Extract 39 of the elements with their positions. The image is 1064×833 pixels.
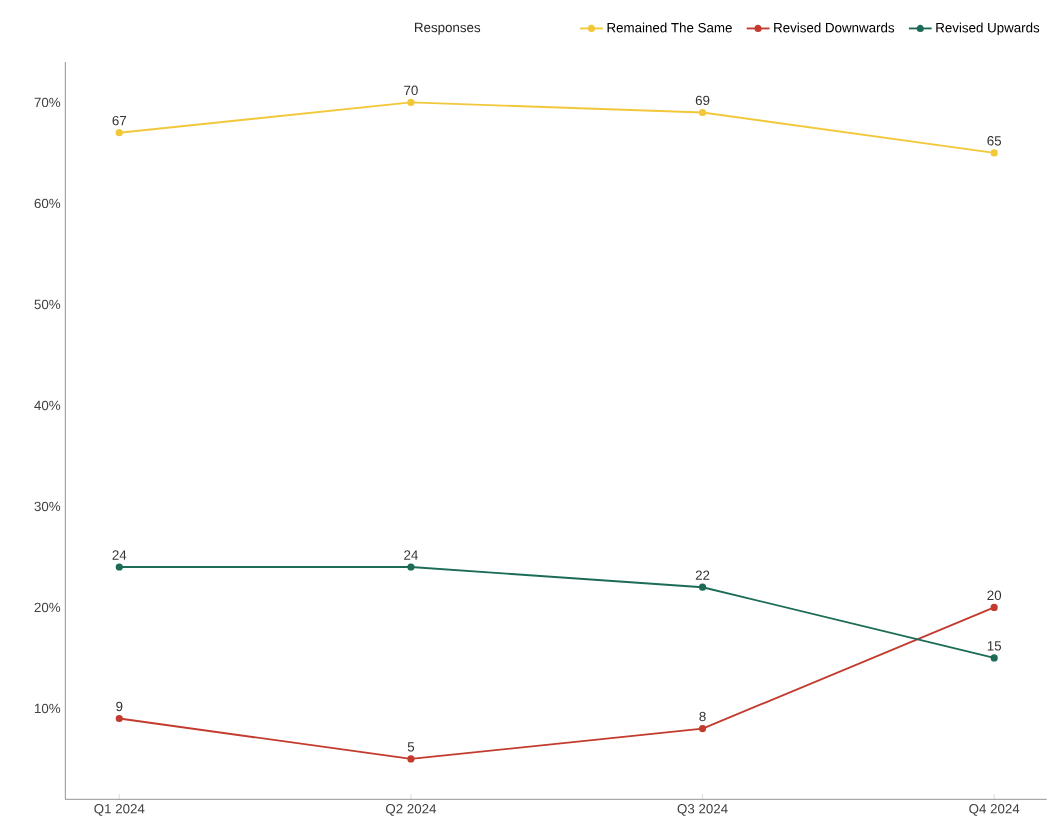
data-label: 69: [695, 95, 710, 106]
data-label: 24: [404, 550, 418, 560]
x-tick-label: Q3 2024: [677, 804, 728, 817]
x-tick-label: Q1 2024: [94, 804, 145, 817]
point: [990, 149, 998, 157]
point: [698, 583, 707, 591]
point: [115, 715, 123, 723]
data-label: 9: [116, 701, 123, 712]
data-label: 67: [112, 116, 127, 126]
point: [407, 98, 415, 107]
legend-label: Revised Downwards: [774, 22, 895, 33]
point: [115, 563, 123, 571]
x-tick-label: Q2 2024: [385, 804, 437, 817]
point: [698, 725, 707, 733]
data-label: 8: [699, 711, 706, 722]
legend-label: Remained The Same: [607, 22, 732, 33]
x-tick-label: Q4 2024: [969, 804, 1020, 817]
data-label: 70: [404, 85, 418, 96]
legend-label: Revised Upwards: [936, 22, 1040, 36]
data-label: 5: [407, 742, 415, 752]
data-label: 24: [112, 550, 127, 560]
y-tick-label: 50%: [34, 299, 61, 310]
legend-title: Responses: [415, 23, 481, 35]
y-tick-label: 70%: [34, 97, 61, 108]
point: [698, 109, 707, 117]
data-label: 22: [695, 570, 710, 581]
point: [990, 603, 998, 612]
point: [407, 755, 415, 763]
data-label: 20: [987, 590, 1002, 601]
y-tick-label: 20%: [34, 602, 61, 613]
point: [407, 563, 415, 571]
y-tick-label: 10%: [34, 703, 61, 714]
y-tick-label: 60%: [34, 198, 61, 209]
point: [990, 654, 998, 662]
y-tick-label: 30%: [34, 501, 61, 512]
data-label: 15: [987, 641, 1002, 651]
y-tick-label: 40%: [34, 400, 61, 411]
data-label: 65: [987, 136, 1002, 146]
point: [115, 129, 123, 137]
